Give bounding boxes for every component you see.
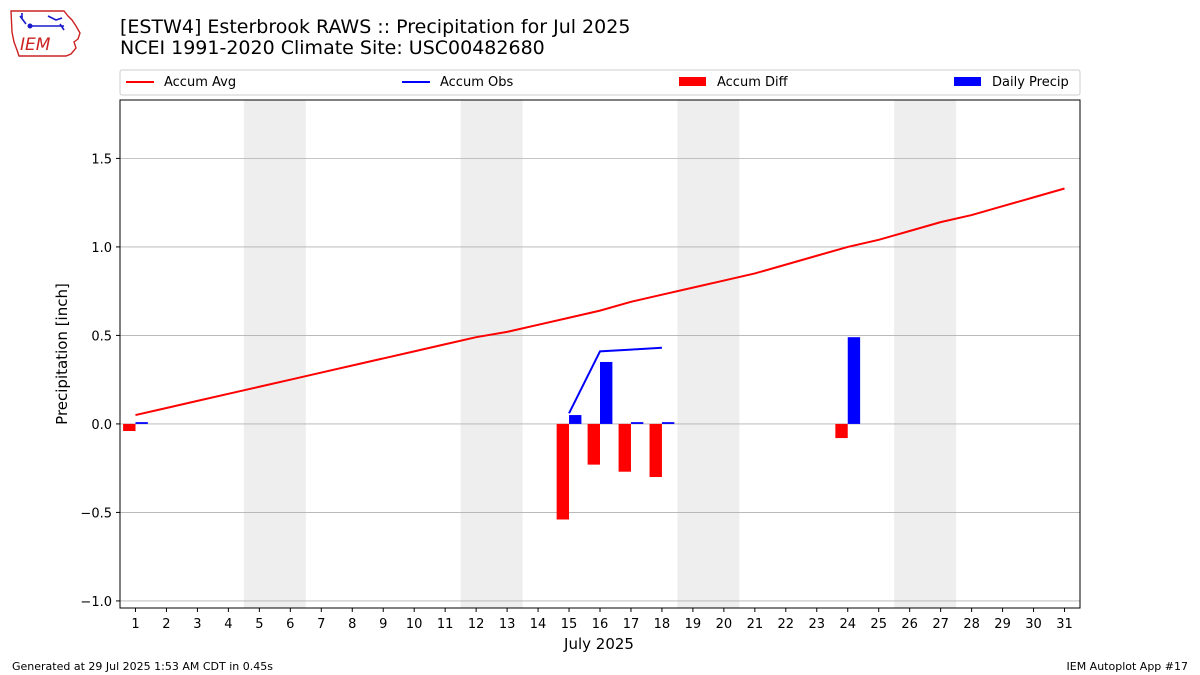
x-tick-label: 18 bbox=[654, 617, 671, 632]
legend-swatch-accum-diff bbox=[679, 77, 706, 86]
weekend-shade-0 bbox=[243, 100, 306, 608]
chart-title: [ESTW4] Esterbrook RAWS :: Precipitation… bbox=[120, 16, 631, 38]
legend-label-accum-obs: Accum Obs bbox=[440, 75, 513, 90]
x-tick-label: 7 bbox=[317, 617, 325, 632]
x-tick-label: 17 bbox=[623, 617, 640, 632]
x-tick-label: 16 bbox=[592, 617, 609, 632]
daily-precip-bar bbox=[600, 361, 613, 424]
x-tick-label: 3 bbox=[193, 617, 201, 632]
x-tick-label: 8 bbox=[348, 617, 356, 632]
y-tick-label: 1.0 bbox=[91, 241, 112, 256]
x-tick-label: 4 bbox=[224, 617, 232, 632]
y-tick-label: −1.0 bbox=[80, 595, 112, 610]
accum-diff-bar bbox=[556, 423, 570, 520]
x-tick-label: 22 bbox=[778, 617, 795, 632]
weekend-shading bbox=[243, 100, 957, 608]
x-tick-label: 13 bbox=[499, 617, 516, 632]
x-tick-label: 24 bbox=[839, 617, 856, 632]
x-tick-label: 28 bbox=[963, 617, 980, 632]
x-tick-label: 19 bbox=[685, 617, 702, 632]
legend-label-daily-precip: Daily Precip bbox=[992, 75, 1069, 90]
daily-precip-bar bbox=[661, 422, 675, 424]
y-tick-label: 1.5 bbox=[91, 152, 112, 167]
x-tick-label: 29 bbox=[994, 617, 1011, 632]
chart-title-block: [ESTW4] Esterbrook RAWS :: Precipitation… bbox=[120, 17, 630, 59]
x-tick-label: 26 bbox=[901, 617, 918, 632]
x-tick-label: 6 bbox=[286, 617, 294, 632]
legend-frame bbox=[119, 69, 1081, 96]
y-tick-label: 0.0 bbox=[91, 418, 112, 433]
x-tick-label: 23 bbox=[809, 617, 826, 632]
weekend-shade-1 bbox=[460, 100, 523, 608]
x-tick-label: 1 bbox=[131, 617, 139, 632]
line-series bbox=[135, 187, 1065, 417]
x-tick-label: 15 bbox=[561, 617, 578, 632]
x-tick-label: 14 bbox=[530, 617, 547, 632]
x-tick-label: 11 bbox=[437, 617, 454, 632]
x-tick-label: 9 bbox=[379, 617, 387, 632]
app-credit: IEM Autoplot App #17 bbox=[1066, 660, 1189, 673]
accum-diff-bar bbox=[587, 423, 600, 465]
x-tick-label: 25 bbox=[870, 617, 887, 632]
x-tick-label: 21 bbox=[747, 617, 764, 632]
x-tick-label: 20 bbox=[716, 617, 733, 632]
bar-series bbox=[123, 337, 861, 520]
accum-diff-bar bbox=[123, 423, 136, 431]
x-tick-label: 2 bbox=[162, 617, 170, 632]
weekend-shade-3 bbox=[894, 100, 957, 608]
logo-text: IEM bbox=[20, 35, 51, 55]
accum-diff-bar bbox=[835, 423, 848, 439]
generated-note: Generated at 29 Jul 2025 1:53 AM CDT in … bbox=[12, 660, 273, 673]
y-tick-label: −0.5 bbox=[80, 506, 112, 521]
daily-precip-bar bbox=[847, 337, 861, 424]
x-axis-label: July 2025 bbox=[563, 635, 634, 653]
legend-swatch-daily-precip bbox=[954, 77, 981, 86]
x-tick-label: 12 bbox=[468, 617, 485, 632]
daily-precip-bar bbox=[569, 415, 582, 424]
y-tick-label: 0.5 bbox=[91, 329, 112, 344]
legend: Accum Avg Accum Obs Accum Diff Daily Pre… bbox=[119, 69, 1081, 96]
x-tick-label: 31 bbox=[1056, 617, 1073, 632]
legend-label-accum-diff: Accum Diff bbox=[717, 75, 789, 90]
daily-precip-bar bbox=[135, 422, 148, 424]
x-tick-label: 30 bbox=[1025, 617, 1042, 632]
x-tick-label: 27 bbox=[932, 617, 949, 632]
iem-logo: IEM bbox=[8, 6, 82, 64]
accum-diff-bar bbox=[618, 423, 631, 472]
chart-subtitle: NCEI 1991-2020 Climate Site: USC00482680 bbox=[120, 37, 545, 59]
y-axis-label: Precipitation [inch] bbox=[53, 283, 71, 425]
x-tick-label: 5 bbox=[255, 617, 263, 632]
x-tick-label: 10 bbox=[406, 617, 423, 632]
y-axis-ticks: −1.0 −0.5 0.0 0.5 1.0 1.5 bbox=[80, 152, 120, 610]
weekend-shade-2 bbox=[677, 100, 740, 608]
y-gridlines bbox=[120, 158, 1080, 602]
accum-obs-line bbox=[568, 346, 662, 414]
legend-label-accum-avg: Accum Avg bbox=[164, 75, 236, 90]
daily-precip-bar bbox=[630, 422, 644, 424]
x-axis-ticks: 1 2 3 4 5 6 7 8 9 10 11 12 13 14 15 16 17 18 19 20 21 22 23 24 2… bbox=[131, 608, 1073, 632]
accum-avg-line bbox=[135, 187, 1065, 417]
accum-diff-bar bbox=[649, 423, 662, 478]
